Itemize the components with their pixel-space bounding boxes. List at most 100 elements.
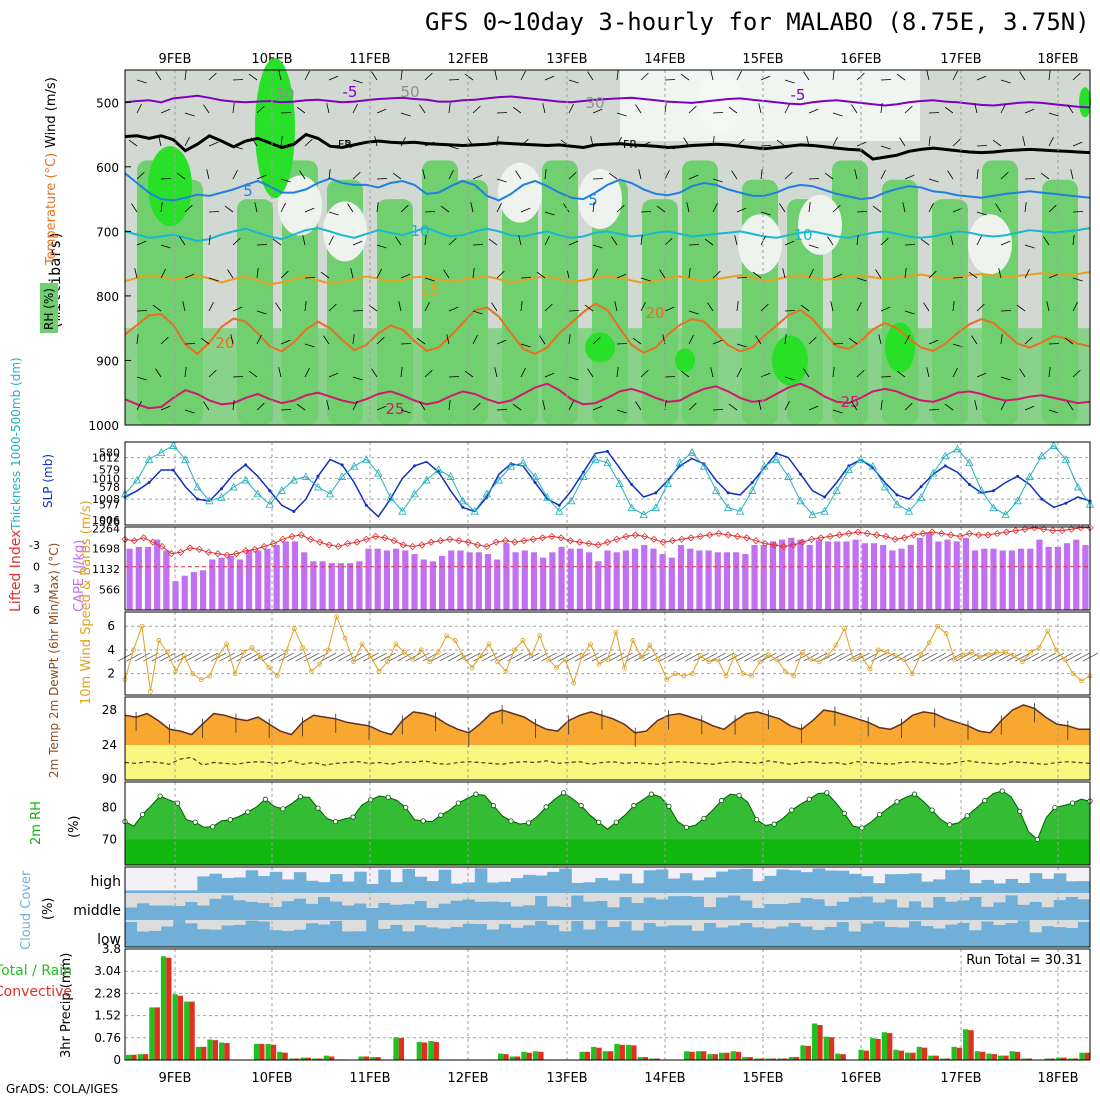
wind-barb (1019, 368, 1026, 378)
wind-barb (904, 268, 907, 279)
wind10-point (198, 677, 204, 682)
cloud-cover-bar (921, 881, 934, 893)
wind-barb (880, 400, 883, 411)
date-label-top: 16FEB (840, 52, 881, 67)
lifted-index-point (659, 538, 667, 546)
cape-bar (935, 541, 942, 610)
isotherm-label: 25 (840, 393, 859, 411)
cloud-cover-bar (969, 930, 982, 947)
cloud-gap-bar (414, 920, 428, 926)
cloud-cover-bar (812, 899, 826, 920)
cape-bar (1054, 546, 1061, 610)
cloud-gap-bar (185, 920, 198, 924)
cape-bar (843, 541, 850, 610)
wind-barb (136, 171, 145, 180)
lifted-index-point (409, 542, 417, 551)
cape-bar (172, 581, 179, 610)
wind-barb (902, 202, 906, 213)
wind-barb (947, 170, 954, 180)
slp-point (630, 483, 634, 487)
cloud-cover-bar (728, 895, 741, 920)
cloud-cover-bar (535, 896, 548, 920)
wind10-point (1036, 645, 1042, 650)
thickness-point (736, 506, 745, 515)
cloud-cover-bar (511, 927, 524, 947)
wind-barb (760, 75, 771, 81)
wind-barb (976, 372, 987, 378)
cloud-cover-bar (752, 927, 765, 947)
wind10-barb (964, 652, 980, 662)
thickness-point (904, 506, 914, 515)
cloud-cover-bar (426, 907, 440, 920)
cloud-cover-bar (523, 905, 536, 920)
wind-barb (326, 400, 330, 411)
wind-barb (160, 268, 166, 279)
lifted-index-point (1012, 527, 1020, 535)
thickness-point (1025, 472, 1034, 480)
wind-barb (1043, 236, 1050, 246)
cloud-cover-bar (824, 870, 838, 893)
wind10-barb (845, 652, 862, 662)
rh2m-point (947, 822, 953, 828)
wind10-point (605, 657, 610, 662)
rh2m-point (508, 818, 514, 824)
cross-section-frame (124, 69, 1091, 426)
cloud-cover-bar (740, 900, 753, 920)
precip-run-total: Run Total = 30.31 (966, 953, 1082, 968)
cape-bar (484, 554, 492, 610)
cloud-cover-bar (390, 904, 403, 920)
lifted-index-point (975, 531, 983, 539)
cape-bar (990, 548, 997, 610)
lifted-index-point (557, 534, 565, 542)
rh2m-point (473, 791, 479, 797)
cloud-cover-bar (824, 926, 838, 947)
cloud-gap-bar (547, 920, 560, 925)
wind10-barb (676, 652, 692, 662)
wind-barb (352, 79, 363, 84)
wind10-barb (574, 652, 591, 662)
precip-convective-bar (1003, 1055, 1009, 1060)
wind10-barb (397, 652, 413, 662)
wind-barb (784, 376, 795, 381)
thickness-point (398, 506, 407, 515)
wind-barb (1048, 70, 1051, 81)
wind-barb (136, 400, 142, 411)
cloud-gap-bar (1041, 920, 1055, 927)
wind-barb (422, 169, 426, 180)
rh2m-point (1069, 800, 1076, 806)
wind10-speed-line (124, 615, 1091, 692)
wind-barb (472, 105, 481, 114)
wind10-point (960, 652, 966, 658)
wind10-barb (210, 652, 227, 662)
wind10-barb (405, 652, 421, 662)
precip-total-bar (777, 1058, 783, 1060)
wind10-point (774, 657, 780, 662)
precip-total-bar (649, 1058, 655, 1060)
wind-barb (779, 203, 786, 213)
rh-dry-patch (278, 175, 322, 236)
wind-barb (1024, 244, 1035, 249)
wind-barb (926, 70, 930, 81)
cape-bar (245, 550, 253, 610)
rh2m-point (227, 817, 233, 823)
lifted-index-point (919, 529, 927, 538)
lifted-index-point (993, 529, 1001, 538)
wind-barb (136, 240, 147, 246)
wind-barb (926, 367, 930, 378)
precip-convective-bar (980, 1051, 986, 1060)
wind-barb (232, 306, 243, 312)
cloud-gap-bar (945, 920, 958, 925)
wind-barb (496, 136, 499, 147)
rh-saturated-patch (675, 348, 695, 373)
wind10-barb (625, 652, 642, 662)
wind10-point (732, 653, 737, 659)
precip-convective-bar (1073, 1058, 1079, 1060)
wind-barb (686, 202, 690, 213)
rh2m-point (455, 800, 461, 806)
wind10-point (596, 661, 602, 667)
cape-bar (751, 545, 758, 610)
cloud-gap-bar (233, 893, 247, 901)
wind-barb (256, 105, 265, 114)
thickness-point (784, 472, 793, 480)
wind10-point (681, 673, 687, 679)
